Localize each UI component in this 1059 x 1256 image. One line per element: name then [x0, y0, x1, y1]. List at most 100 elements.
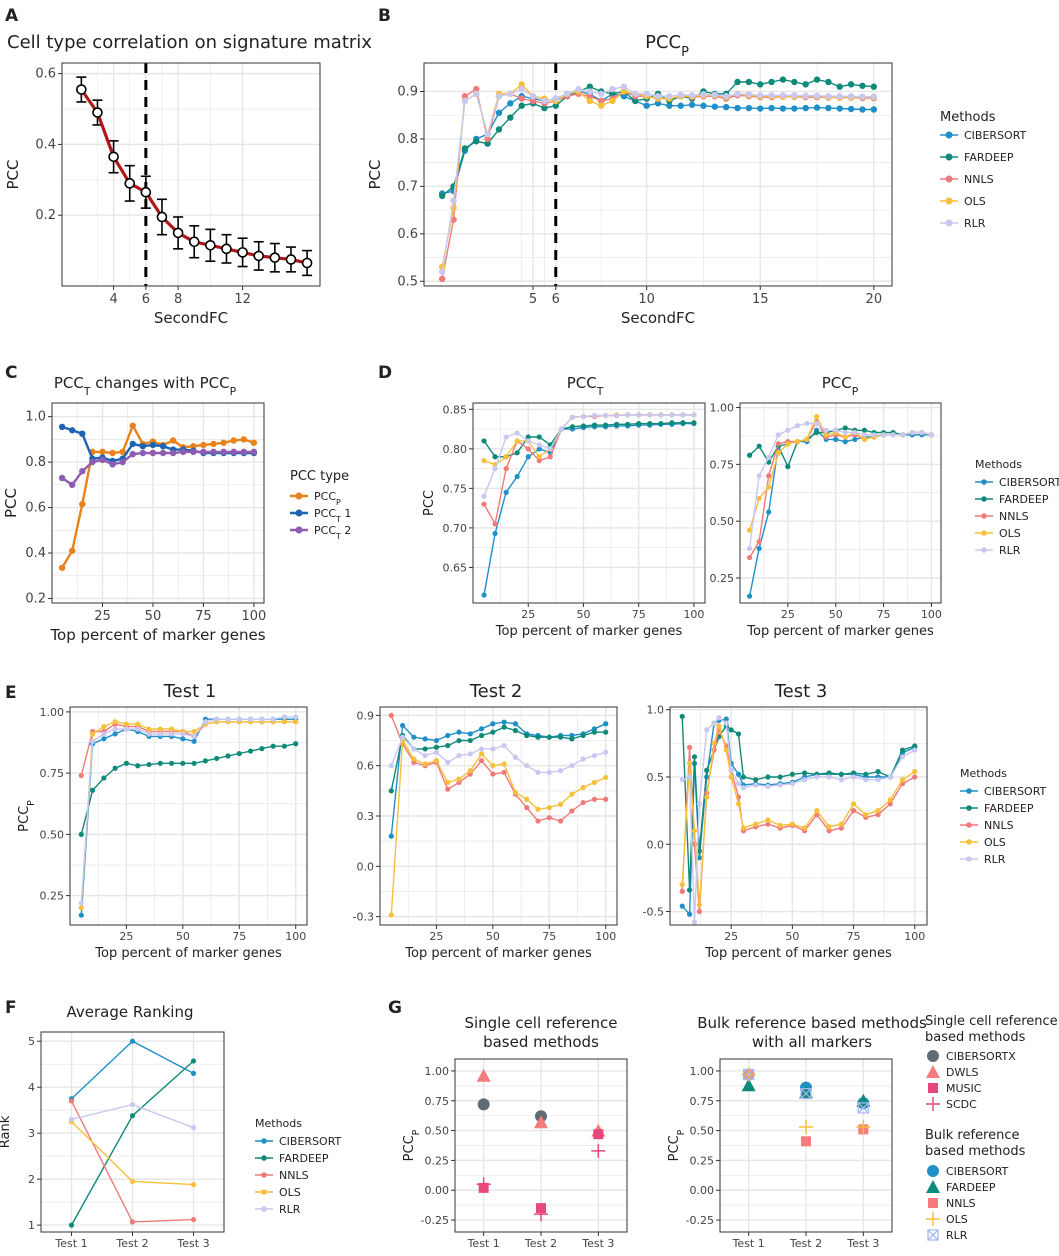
legend-title: PCC type [290, 469, 349, 484]
data-point-PCCt1 [149, 441, 157, 449]
y-tick-label: 1.0 [647, 704, 665, 717]
legend-key-dot [945, 131, 953, 139]
data-point-RLR [766, 454, 772, 461]
y-tick-label: 3 [28, 1127, 35, 1140]
x-tick-label: 100 [683, 608, 704, 621]
legend-key-DWLS [926, 1065, 940, 1078]
data-point-CIBERSORT [654, 100, 662, 107]
data-point-RLR [546, 769, 552, 776]
data-point-RLR [691, 412, 697, 418]
data-point-CIBERSORT [129, 1038, 136, 1044]
data-point-RLR [586, 88, 594, 95]
marker-BOLS [856, 1120, 871, 1135]
data-point-CIBERSORT [813, 104, 821, 111]
data-point-FARDEEP [168, 760, 175, 766]
data-point-OLS [281, 719, 288, 725]
data-point-RLR [507, 90, 514, 98]
x-tick-label: 50 [785, 930, 799, 943]
legend-key-dot [261, 1206, 267, 1212]
data-point-CIBERSORT [852, 436, 858, 442]
data-point-FARDEEP [146, 761, 152, 768]
y-tick-label: 0.5 [397, 274, 418, 289]
y-axis-label: PCCP [17, 800, 37, 832]
legend-key-BCIBERSORT [927, 1165, 939, 1177]
marker-DWLS [476, 1068, 491, 1082]
x-tick-label: Test 2 [115, 1237, 148, 1250]
data-point-RLR [757, 92, 764, 99]
data-point-PCCt2 [240, 448, 248, 456]
data-point-OLS [785, 441, 791, 447]
x-axis-label: Top percent of marker genes [746, 624, 934, 639]
legend-label-OLS: OLS [279, 1186, 301, 1199]
legend-title: Methods [960, 767, 1007, 780]
legend-key-dot [295, 509, 303, 517]
data-point-RLR [779, 92, 787, 99]
data-point-NNLS [696, 908, 702, 915]
data-point-FARDEEP [691, 420, 697, 426]
data-point-FARDEEP [836, 83, 843, 90]
data-point-RLR [524, 763, 530, 769]
x-tick-label: Test 2 [789, 1237, 822, 1250]
x-tick-label: 100 [921, 608, 942, 621]
data-point-FARDEEP [473, 138, 480, 145]
legend-key-dot [981, 547, 987, 553]
chart-title-E3: Test 3 [774, 681, 828, 702]
x-tick-label: 100 [904, 930, 925, 943]
data-point-PCCt2 [89, 458, 96, 466]
legend-label-OLS: OLS [984, 836, 1006, 849]
data-point-RLR [422, 753, 428, 759]
data-point-FARDEEP [647, 420, 653, 427]
data-point-PCCt1 [68, 427, 76, 434]
data-point-RLR [859, 93, 866, 100]
legend-title: Methods [255, 1117, 302, 1130]
data-point-RLR [591, 413, 598, 419]
data-point-CIBERSORT [847, 105, 855, 113]
data-point-RLR [723, 720, 729, 726]
data-point-RLR [89, 738, 96, 744]
data-point-RLR [880, 432, 887, 438]
data-point-NNLS [518, 95, 525, 102]
data-point-FARDEEP [658, 420, 664, 427]
data-point-OLS [101, 723, 107, 730]
data-point-FARDEEP [112, 765, 118, 771]
legend-key-dot [981, 496, 987, 502]
data-point-NNLS [525, 446, 531, 452]
data-point-CIBERSORT [833, 436, 839, 442]
data-point-RLR [236, 716, 242, 722]
data-point-CIBERSORT [101, 736, 107, 742]
data-point-NNLS [529, 97, 537, 105]
data-point-OLS [478, 751, 485, 757]
data-point-CIBERSORT [603, 721, 609, 727]
marker-BFARDEEP [799, 1085, 813, 1099]
legend-title: Methods [940, 110, 996, 125]
data-point-CIBERSORT [467, 731, 473, 737]
legend-label-SCDC: SCDC [946, 1098, 977, 1111]
data-point-FARDEEP [756, 443, 762, 449]
y-tick-label: 1 [28, 1219, 35, 1232]
data-point-PCCt2 [250, 448, 258, 456]
data-point-NNLS [591, 796, 598, 802]
data-point-RLR [847, 93, 855, 100]
data-point-RLR [802, 92, 809, 99]
data-point-OLS [735, 801, 742, 807]
data-point-RLR [871, 432, 877, 438]
data-point-RLR [536, 442, 542, 448]
data-point-RLR [791, 92, 798, 99]
data-point-RLR [711, 720, 717, 726]
data-point-RLR [514, 430, 520, 436]
data-point-FARDEEP [236, 750, 242, 757]
data-point-CIBERSORT [802, 104, 809, 112]
legend-methods: Methods CIBERSORT FARDEEP NNLS OLS RLR [255, 1117, 342, 1216]
data-point-RLR [598, 90, 605, 98]
data-point-RLR [399, 734, 406, 740]
data-point-CIBERSORT [679, 903, 685, 909]
y-tick-label: 0.6 [357, 760, 375, 773]
legend-label-PCCt2: PCCT 2 [314, 524, 351, 541]
data-point-OLS [686, 760, 693, 767]
data-point [124, 178, 136, 189]
data-point-RLR [180, 731, 186, 737]
chart-title-A: Cell type correlation on signature matri… [7, 32, 372, 53]
marker-BRLR-cross [857, 1102, 869, 1114]
data-point-PCCp [109, 449, 116, 457]
